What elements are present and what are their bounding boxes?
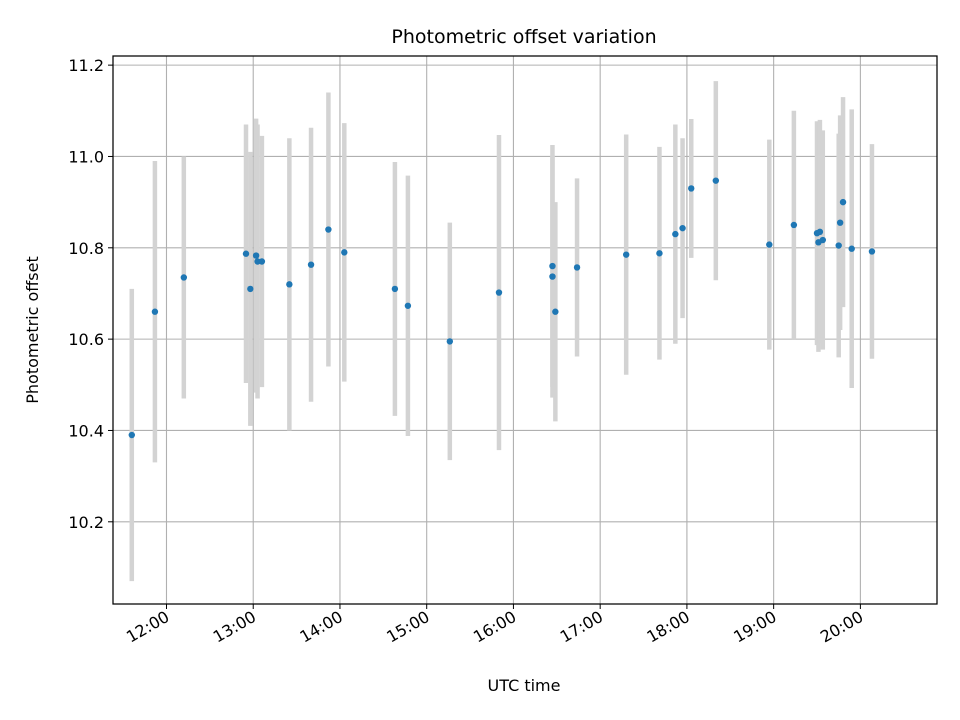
- data-point: [258, 258, 266, 265]
- data-point: [848, 245, 855, 252]
- data-point: [552, 308, 559, 315]
- data-point: [835, 242, 842, 249]
- data-point: [573, 264, 581, 271]
- data-point: [672, 230, 679, 238]
- data-point: [766, 241, 773, 248]
- data-point: [819, 236, 826, 244]
- x-tick-label: 19:00: [730, 607, 779, 647]
- data-point: [128, 431, 135, 439]
- x-tick-label: 16:00: [470, 607, 519, 647]
- y-tick-label: 10.4: [68, 421, 104, 440]
- data-point: [180, 274, 188, 281]
- data-point: [404, 302, 412, 309]
- data-point: [242, 250, 250, 257]
- x-tick-label: 13:00: [210, 607, 259, 647]
- x-tick-label: 20:00: [817, 607, 866, 647]
- x-tick-label: 15:00: [383, 607, 432, 647]
- data-point: [836, 219, 844, 226]
- data-point: [495, 289, 503, 296]
- y-tick-label: 10.2: [68, 513, 104, 532]
- data-point: [688, 185, 695, 192]
- x-tick-label: 14:00: [297, 607, 346, 647]
- x-axis: 12:00 13:00 14:00 15:00 16:00 17:00 18:00 19:00…: [123, 604, 866, 647]
- y-axis: 10.2 10.4 10.6 10.8 11.0 11.2: [68, 56, 113, 532]
- data-point: [341, 249, 348, 256]
- x-tick-label: 17:00: [557, 607, 606, 647]
- data-point: [839, 198, 847, 206]
- data-point: [446, 338, 454, 345]
- data-points: [128, 177, 876, 439]
- data-point: [816, 228, 824, 236]
- data-point: [549, 262, 556, 270]
- data-point: [247, 285, 254, 293]
- data-point: [151, 308, 159, 315]
- data-point: [391, 285, 399, 293]
- grid: [113, 56, 937, 604]
- y-tick-label: 10.8: [68, 239, 104, 258]
- data-point: [712, 177, 720, 184]
- data-point: [656, 250, 663, 257]
- data-point: [679, 224, 686, 232]
- y-tick-label: 11.2: [68, 56, 104, 75]
- y-axis-title: Photometric offset: [23, 256, 42, 404]
- data-point: [549, 273, 556, 280]
- y-tick-label: 10.6: [68, 330, 104, 349]
- data-point: [286, 281, 293, 288]
- data-point: [325, 226, 332, 233]
- chart-title: Photometric offset variation: [391, 26, 656, 48]
- plot-frame: [112, 55, 938, 605]
- x-axis-title: UTC time: [488, 676, 561, 695]
- x-tick-label: 18:00: [643, 607, 692, 647]
- data-point: [790, 221, 798, 229]
- data-point: [252, 252, 260, 259]
- data-point: [868, 248, 876, 255]
- y-tick-label: 11.0: [68, 147, 104, 166]
- data-point: [307, 261, 315, 268]
- x-tick-label: 12:00: [123, 607, 172, 647]
- data-point: [622, 251, 630, 258]
